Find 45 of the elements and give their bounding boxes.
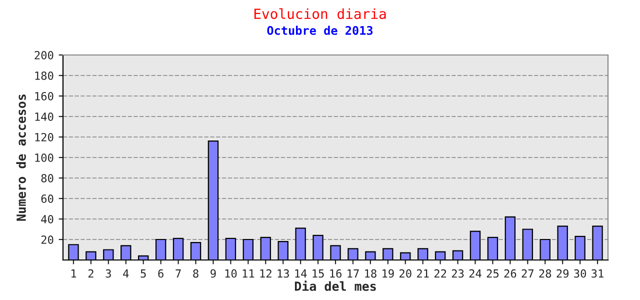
x-tick-label: 10: [225, 269, 237, 278]
x-tick-label: 19: [382, 269, 394, 278]
x-tick-label: 16: [330, 269, 342, 278]
x-tick-label: 24: [469, 269, 482, 278]
y-tick-label: 80: [41, 174, 54, 182]
x-tick-label: 1: [71, 269, 76, 278]
y-tick-label: 120: [35, 133, 54, 142]
chart-title: Evolucion diaria: [254, 8, 386, 20]
x-tick-label: 23: [452, 269, 464, 278]
y-tick-label: 60: [41, 194, 54, 203]
x-tick-label: 31: [592, 269, 604, 278]
x-tick-label: 13: [278, 269, 289, 278]
y-tick-label: 140: [35, 112, 54, 121]
x-tick-label: 11: [242, 269, 254, 278]
x-tick-label: 21: [416, 269, 429, 278]
x-tick-label: 12: [260, 269, 272, 278]
x-tick-label: 8: [193, 269, 198, 278]
x-tick-label: 5: [140, 269, 146, 278]
x-tick-label: 2: [88, 269, 94, 278]
x-tick-label: 27: [522, 269, 534, 278]
y-tick-label: 20: [41, 236, 54, 244]
y-tick-label: 200: [34, 51, 54, 60]
x-tick-label: 29: [556, 269, 569, 278]
y-tick-label: 180: [35, 72, 54, 80]
y-axis-title: Numero de accesos: [16, 94, 26, 221]
x-axis-title: Dia del mes: [294, 280, 376, 291]
x-tick-label: 22: [434, 269, 446, 278]
x-tick-label: 20: [400, 269, 412, 278]
x-tick-label: 9: [210, 269, 216, 278]
y-tick-label: 160: [35, 92, 54, 100]
x-tick-label: 25: [486, 269, 499, 278]
y-tick-label: 100: [35, 154, 54, 162]
x-tick-label: 7: [176, 269, 181, 278]
x-tick-label: 15: [312, 269, 324, 278]
x-tick-label: 17: [348, 269, 359, 278]
x-tick-label: 6: [158, 269, 164, 278]
x-tick-label: 4: [123, 269, 129, 278]
x-tick-label: 14: [295, 269, 307, 278]
y-tick-label: 40: [41, 215, 54, 224]
x-tick-label: 18: [365, 269, 376, 278]
x-tick-label: 30: [574, 269, 586, 278]
x-tick-label: 3: [106, 269, 111, 278]
x-tick-label: 28: [539, 269, 552, 278]
chart-subtitle: Octubre de 2013: [267, 26, 373, 35]
x-tick-label: 26: [504, 269, 516, 278]
